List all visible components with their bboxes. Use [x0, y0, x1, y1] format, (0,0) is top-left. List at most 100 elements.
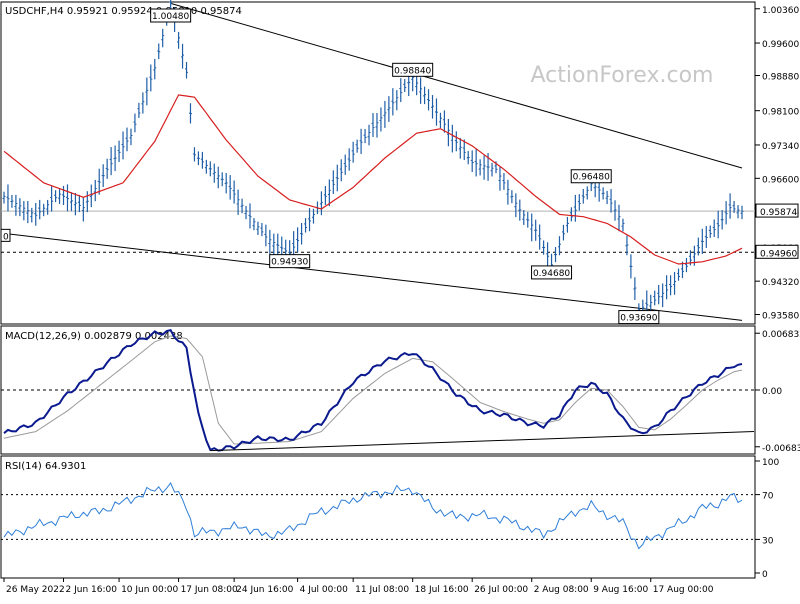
price-bar — [657, 285, 661, 305]
price-bar — [93, 179, 97, 202]
price-bar — [677, 268, 681, 281]
price-bar — [557, 236, 561, 256]
price-bar — [669, 275, 673, 296]
price-bar — [18, 198, 22, 217]
price-bar — [482, 155, 486, 180]
price-bar — [232, 180, 236, 204]
x-tick-label: 17 Aug 00:00 — [653, 585, 714, 595]
price-bar — [311, 208, 315, 224]
price-bar — [696, 237, 700, 256]
price-bar — [518, 199, 522, 221]
rsi-y-tick-label: 30 — [762, 536, 774, 546]
price-bar — [415, 75, 419, 96]
price-bar — [554, 247, 558, 263]
price-bar — [252, 218, 256, 231]
rsi-line — [3, 482, 743, 550]
price-bar — [454, 131, 458, 152]
x-tick-label: 17 Jun 08:00 — [181, 585, 238, 595]
price-annotation-label: 0.96480 — [573, 173, 610, 183]
price-bar — [629, 254, 633, 279]
price-bar — [335, 164, 339, 192]
price-bar — [375, 112, 379, 138]
price-bar — [133, 113, 137, 133]
price-bar — [145, 77, 149, 106]
price-bar — [85, 191, 89, 213]
price-bar — [391, 88, 395, 116]
price-bar — [347, 148, 351, 171]
rsi-y-tick-label: 0 — [762, 570, 768, 580]
price-bar — [387, 96, 391, 122]
price-bar — [30, 207, 34, 223]
price-bar — [613, 200, 617, 221]
price-bar — [355, 139, 359, 153]
support-level-box — [755, 244, 799, 259]
price-bar — [665, 275, 669, 300]
price-bar — [161, 28, 165, 48]
price-bar — [89, 184, 93, 208]
price-bar — [609, 189, 613, 213]
price-panel-frame — [0, 1, 756, 325]
macd-y-tick-label: 0.006832 — [762, 330, 800, 340]
price-bar — [700, 228, 704, 254]
price-bar — [708, 225, 712, 238]
price-bar — [42, 203, 46, 217]
price-bar — [105, 158, 109, 179]
price-bar — [740, 205, 744, 220]
price-bar — [192, 147, 196, 162]
price-bar — [240, 198, 244, 214]
price-bar — [69, 192, 73, 212]
price-bar — [141, 92, 145, 114]
x-tick-label: 2 Jun 16:00 — [66, 585, 118, 595]
trendline — [3, 232, 743, 321]
price-bar — [117, 140, 121, 162]
price-bar — [438, 112, 442, 129]
price-bar — [371, 113, 375, 137]
price-bar — [153, 58, 157, 80]
price-bar — [46, 199, 50, 215]
price-bar — [121, 131, 125, 160]
price-y-tick-label: 0.96600 — [762, 175, 799, 185]
price-bar — [220, 172, 224, 187]
price-bar — [268, 229, 272, 255]
price-bar — [181, 43, 185, 69]
current-price-box — [755, 203, 799, 218]
price-bar — [585, 186, 589, 200]
price-bar — [34, 202, 38, 226]
price-bar — [569, 207, 573, 222]
price-bar — [419, 77, 423, 104]
price-bar — [673, 271, 677, 295]
x-tick-label: 24 Jun 16:00 — [236, 585, 293, 595]
price-bar — [581, 188, 585, 204]
price-bar — [323, 186, 327, 205]
x-tick-label: 10 Jun 00:00 — [121, 585, 178, 595]
price-bar — [77, 194, 81, 213]
price-bar — [188, 103, 192, 124]
price-bar — [403, 79, 407, 93]
macd-trendline — [210, 431, 755, 452]
price-bar — [466, 151, 470, 165]
price-bar — [236, 189, 240, 215]
price-bar — [470, 150, 474, 173]
price-bar — [149, 64, 153, 92]
price-bar — [498, 166, 502, 191]
price-bar — [244, 205, 248, 220]
price-bar — [157, 43, 161, 60]
price-bar — [450, 124, 454, 153]
price-bar — [343, 154, 347, 175]
price-bar — [506, 179, 510, 205]
price-bar — [101, 164, 105, 188]
price-bar — [684, 257, 688, 273]
price-y-tick-label: 0.98100 — [762, 108, 799, 118]
price-bar — [359, 128, 363, 154]
rsi-y-tick-label: 70 — [762, 492, 774, 502]
price-annotation-box — [269, 254, 311, 269]
price-bar — [573, 194, 577, 222]
price-bar — [200, 151, 204, 169]
price-bar — [327, 179, 331, 207]
price-bar — [208, 161, 212, 177]
rsi-panel-title: RSI(14) 64.9301 — [5, 461, 86, 472]
price-bar — [185, 62, 189, 79]
price-bar — [434, 98, 438, 126]
price-bar — [561, 224, 565, 241]
